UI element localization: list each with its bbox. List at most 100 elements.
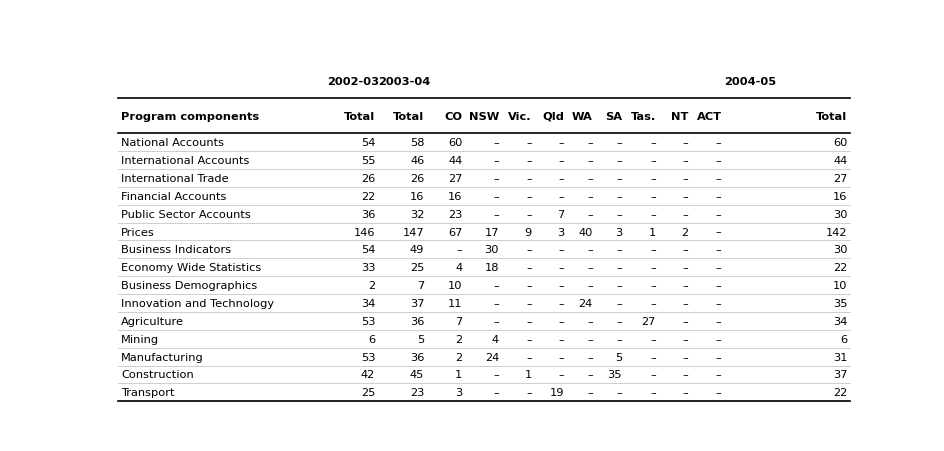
- Text: –: –: [615, 245, 621, 255]
- Text: 60: 60: [833, 138, 847, 148]
- Text: 3: 3: [556, 227, 564, 237]
- Text: Financial Accounts: Financial Accounts: [121, 191, 227, 202]
- Text: 10: 10: [833, 281, 847, 290]
- Text: 16: 16: [410, 191, 424, 202]
- Text: –: –: [682, 299, 687, 308]
- Text: –: –: [586, 191, 592, 202]
- Text: –: –: [526, 209, 531, 219]
- Text: –: –: [526, 387, 531, 397]
- Text: 4: 4: [455, 262, 462, 273]
- Text: –: –: [649, 262, 655, 273]
- Text: Total: Total: [393, 112, 424, 122]
- Text: –: –: [682, 191, 687, 202]
- Text: –: –: [615, 138, 621, 148]
- Text: –: –: [615, 281, 621, 290]
- Text: 44: 44: [447, 156, 462, 166]
- Text: Program components: Program components: [121, 112, 259, 122]
- Text: Total: Total: [344, 112, 375, 122]
- Text: CO: CO: [444, 112, 462, 122]
- Text: –: –: [716, 281, 721, 290]
- Text: 30: 30: [833, 245, 847, 255]
- Text: –: –: [526, 174, 531, 184]
- Text: 2: 2: [680, 227, 687, 237]
- Text: 27: 27: [447, 174, 462, 184]
- Text: –: –: [586, 138, 592, 148]
- Text: WA: WA: [571, 112, 592, 122]
- Text: –: –: [493, 281, 498, 290]
- Text: –: –: [649, 245, 655, 255]
- Text: –: –: [615, 299, 621, 308]
- Text: 55: 55: [361, 156, 375, 166]
- Text: Construction: Construction: [121, 370, 194, 380]
- Text: 54: 54: [361, 138, 375, 148]
- Text: International Accounts: International Accounts: [121, 156, 249, 166]
- Text: –: –: [493, 299, 498, 308]
- Text: International Trade: International Trade: [121, 174, 228, 184]
- Text: 24: 24: [484, 352, 498, 362]
- Text: –: –: [649, 281, 655, 290]
- Text: –: –: [526, 138, 531, 148]
- Text: –: –: [586, 387, 592, 397]
- Text: –: –: [682, 138, 687, 148]
- Text: –: –: [558, 352, 564, 362]
- Text: –: –: [558, 156, 564, 166]
- Text: –: –: [716, 138, 721, 148]
- Text: 24: 24: [578, 299, 592, 308]
- Text: 37: 37: [833, 370, 847, 380]
- Text: 1: 1: [524, 370, 531, 380]
- Text: –: –: [558, 281, 564, 290]
- Text: Vic.: Vic.: [508, 112, 531, 122]
- Text: –: –: [649, 387, 655, 397]
- Text: –: –: [558, 299, 564, 308]
- Text: –: –: [586, 156, 592, 166]
- Text: 1: 1: [455, 370, 462, 380]
- Text: 26: 26: [361, 174, 375, 184]
- Text: –: –: [586, 316, 592, 326]
- Text: 27: 27: [833, 174, 847, 184]
- Text: –: –: [558, 138, 564, 148]
- Text: 30: 30: [833, 209, 847, 219]
- Text: –: –: [493, 387, 498, 397]
- Text: –: –: [716, 316, 721, 326]
- Text: Manufacturing: Manufacturing: [121, 352, 204, 362]
- Text: 7: 7: [556, 209, 564, 219]
- Text: 34: 34: [361, 299, 375, 308]
- Text: 37: 37: [410, 299, 424, 308]
- Text: –: –: [493, 370, 498, 380]
- Text: –: –: [716, 209, 721, 219]
- Text: –: –: [716, 227, 721, 237]
- Text: 40: 40: [578, 227, 592, 237]
- Text: –: –: [586, 370, 592, 380]
- Text: Total: Total: [816, 112, 847, 122]
- Text: 25: 25: [361, 387, 375, 397]
- Text: –: –: [493, 174, 498, 184]
- Text: Business Indicators: Business Indicators: [121, 245, 231, 255]
- Text: 22: 22: [833, 387, 847, 397]
- Text: –: –: [526, 156, 531, 166]
- Text: 5: 5: [416, 334, 424, 344]
- Text: 32: 32: [410, 209, 424, 219]
- Text: –: –: [558, 262, 564, 273]
- Text: 6: 6: [367, 334, 375, 344]
- Text: 2003-04: 2003-04: [378, 77, 430, 87]
- Text: –: –: [526, 334, 531, 344]
- Text: –: –: [649, 138, 655, 148]
- Text: 36: 36: [361, 209, 375, 219]
- Text: 23: 23: [447, 209, 462, 219]
- Text: 18: 18: [484, 262, 498, 273]
- Text: –: –: [586, 245, 592, 255]
- Text: 4: 4: [491, 334, 498, 344]
- Text: 7: 7: [416, 281, 424, 290]
- Text: –: –: [586, 174, 592, 184]
- Text: –: –: [716, 156, 721, 166]
- Text: 67: 67: [447, 227, 462, 237]
- Text: 22: 22: [833, 262, 847, 273]
- Text: –: –: [586, 262, 592, 273]
- Text: 44: 44: [833, 156, 847, 166]
- Text: Transport: Transport: [121, 387, 175, 397]
- Text: –: –: [493, 316, 498, 326]
- Text: –: –: [526, 316, 531, 326]
- Text: NT: NT: [670, 112, 687, 122]
- Text: –: –: [682, 174, 687, 184]
- Text: –: –: [716, 262, 721, 273]
